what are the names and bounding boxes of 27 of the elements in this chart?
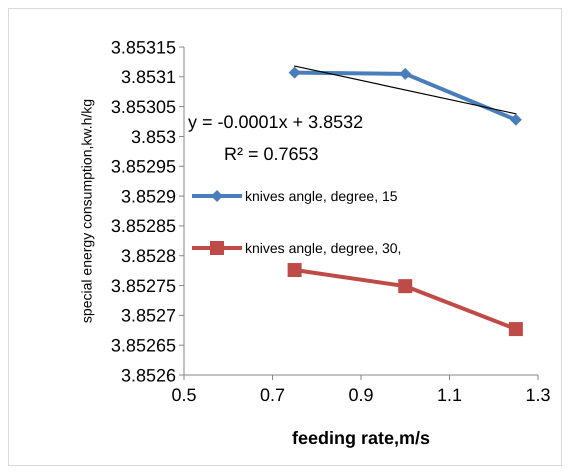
x-tick-label: 0.7 [260,385,286,405]
y-tick-label: 3.85285 [110,216,176,236]
y-tick-label: 3.85295 [110,156,176,177]
y-tick-label: 3.85315 [110,37,176,58]
y-axis-title: special energy consumption,kw.h/kg [78,98,94,324]
y-tick-label: 3.85305 [110,96,176,117]
y-tick-label: 3.8531 [120,67,176,88]
y-tick-label: 3.8528 [120,246,176,266]
y-tick-label: 3.8529 [120,186,176,206]
y-tick-label: 3.853 [130,126,176,147]
point [288,263,302,278]
annotation: y = -0.0001x + 3.8532 [188,112,364,132]
x-tick-label: 1.1 [436,385,462,405]
point [510,114,522,126]
point [398,279,412,294]
legend-label: knives angle, degree, 30, [245,240,402,256]
x-tick-label: 0.9 [348,385,374,405]
y-tick-label: 3.8527 [120,306,176,326]
annotation: R² = 0.7653 [224,144,319,164]
point [508,322,523,336]
x-tick-label: 1.3 [525,385,551,405]
legend-label: knives angle, degree, 15 [245,188,398,204]
y-tick-label: 3.8526 [120,365,176,386]
y-tick-label: 3.85265 [110,335,176,356]
x-tick-label: 0.5 [171,385,197,405]
x-axis-title: feeding rate,m/s [292,428,430,448]
y-tick-label: 3.85275 [110,276,176,296]
